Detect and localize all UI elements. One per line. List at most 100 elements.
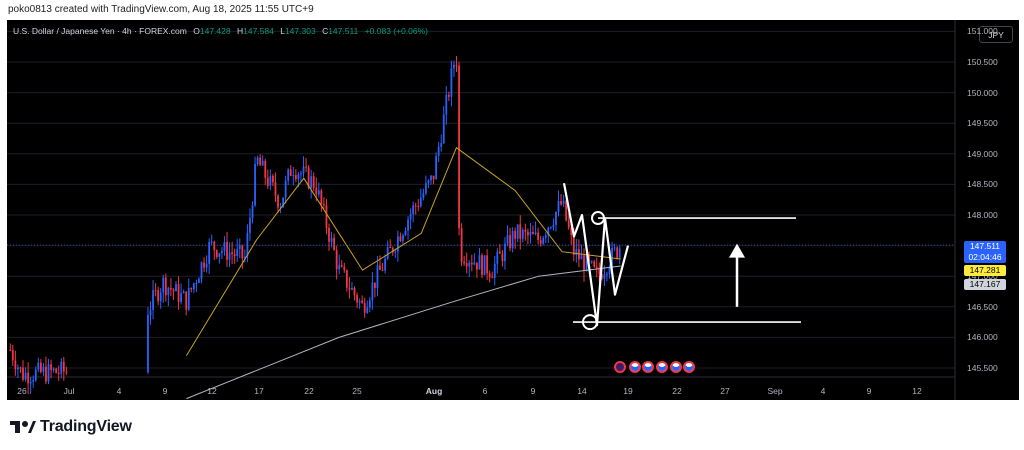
candle-body	[572, 235, 575, 255]
x-tick-label: 14	[577, 386, 587, 396]
candle-body	[282, 197, 285, 208]
candle-body	[32, 380, 35, 382]
candle-body	[575, 249, 578, 255]
candle-body	[236, 248, 239, 257]
candle-body	[249, 218, 251, 233]
candle-body	[396, 236, 399, 252]
high-value: 147.584	[243, 26, 274, 36]
us-flag-event-icon[interactable]	[629, 361, 641, 373]
candle-body	[384, 258, 387, 271]
candle-body	[440, 143, 443, 147]
candle-body	[570, 227, 573, 236]
candle-body	[62, 361, 65, 372]
candle-body	[453, 64, 455, 69]
y-tick-label: 149.000	[967, 148, 998, 159]
candle-body	[534, 232, 537, 235]
candle-body	[539, 240, 542, 244]
candle-body	[218, 253, 221, 257]
open-label: O	[193, 26, 200, 36]
candle-body	[358, 300, 361, 303]
candle-body	[312, 176, 315, 188]
candle-body	[580, 255, 583, 260]
candle-body	[618, 248, 621, 258]
candle-body	[511, 230, 514, 249]
candle-body	[476, 262, 478, 270]
candle-body	[335, 249, 338, 270]
candle-body	[215, 250, 218, 257]
candle-body	[261, 160, 264, 166]
candle-body	[356, 295, 358, 303]
support-marker	[582, 314, 598, 331]
candle-body	[483, 255, 486, 275]
price-chart[interactable]	[7, 20, 1019, 400]
candle-body	[328, 227, 330, 242]
x-tick-label: Sep	[767, 386, 783, 396]
candle-body	[552, 224, 555, 228]
candle-body	[481, 255, 483, 275]
candle-body	[159, 292, 162, 302]
candle-body	[409, 213, 412, 220]
candle-body	[170, 287, 172, 290]
symbol-legend: U.S. Dollar / Japanese Yen · 4h · FOREX.…	[13, 26, 428, 36]
candle-body	[52, 368, 55, 371]
candle-body	[315, 187, 318, 195]
tradingview-icon	[10, 421, 36, 433]
low-value: 147.303	[284, 26, 316, 36]
candle-body	[297, 174, 300, 180]
candle-body	[11, 349, 14, 361]
candle-body	[323, 203, 325, 206]
candle-body	[437, 146, 440, 156]
candle-body	[455, 64, 458, 66]
candle-body	[228, 252, 231, 260]
candle-body	[588, 254, 591, 262]
candle-body	[241, 245, 244, 259]
us-flag-event-icon[interactable]	[683, 361, 695, 373]
candle-body	[361, 300, 364, 303]
candle-body	[488, 273, 491, 278]
tradingview-wordmark: TradingView	[40, 418, 132, 435]
last-price-value: 147.511	[969, 241, 1001, 251]
y-tick-label: 148.500	[967, 179, 998, 190]
candle-body	[529, 232, 532, 236]
candle-body	[519, 224, 522, 239]
candle-body	[19, 367, 22, 369]
candle-body	[34, 369, 37, 381]
candle-body	[345, 270, 348, 288]
candle-body	[340, 265, 343, 267]
candle-body	[39, 362, 42, 372]
x-tick-label: 22	[304, 386, 314, 396]
candle-body	[307, 167, 310, 188]
ma-slow-line	[186, 265, 621, 400]
us-flag-event-icon[interactable]	[656, 361, 668, 373]
candle-body	[272, 175, 274, 183]
us-flag-event-icon[interactable]	[670, 361, 682, 373]
tradingview-logo[interactable]: TradingView	[10, 418, 132, 436]
candle-body	[473, 262, 476, 265]
chart-panel[interactable]: U.S. Dollar / Japanese Yen · 4h · FOREX.…	[7, 20, 1019, 400]
candle-body	[269, 175, 272, 186]
candle-body	[432, 175, 435, 180]
low-label: L	[280, 26, 285, 36]
candle-body	[521, 229, 524, 239]
candle-body	[343, 266, 346, 271]
candle-body	[394, 251, 397, 253]
candle-body	[310, 176, 313, 188]
y-tick-label: 150.500	[967, 57, 998, 67]
candle-body	[412, 205, 415, 214]
x-tick-label: 9	[162, 386, 168, 396]
currency-button[interactable]: JPY	[979, 26, 1013, 43]
y-tick-label: 150.000	[967, 87, 998, 98]
candle-body	[172, 289, 175, 292]
candle-body	[305, 166, 307, 168]
candle-body	[386, 246, 389, 259]
candle-body	[277, 195, 279, 208]
candle-body	[24, 372, 27, 380]
candle-body	[302, 166, 305, 174]
candle-body	[205, 263, 208, 268]
candle-body	[266, 177, 269, 186]
candle-body	[200, 262, 203, 279]
candle-body	[496, 251, 499, 264]
jp-flag-event-icon[interactable]	[642, 361, 654, 373]
candle-body	[555, 212, 557, 225]
flash-event-icon[interactable]	[614, 361, 626, 373]
